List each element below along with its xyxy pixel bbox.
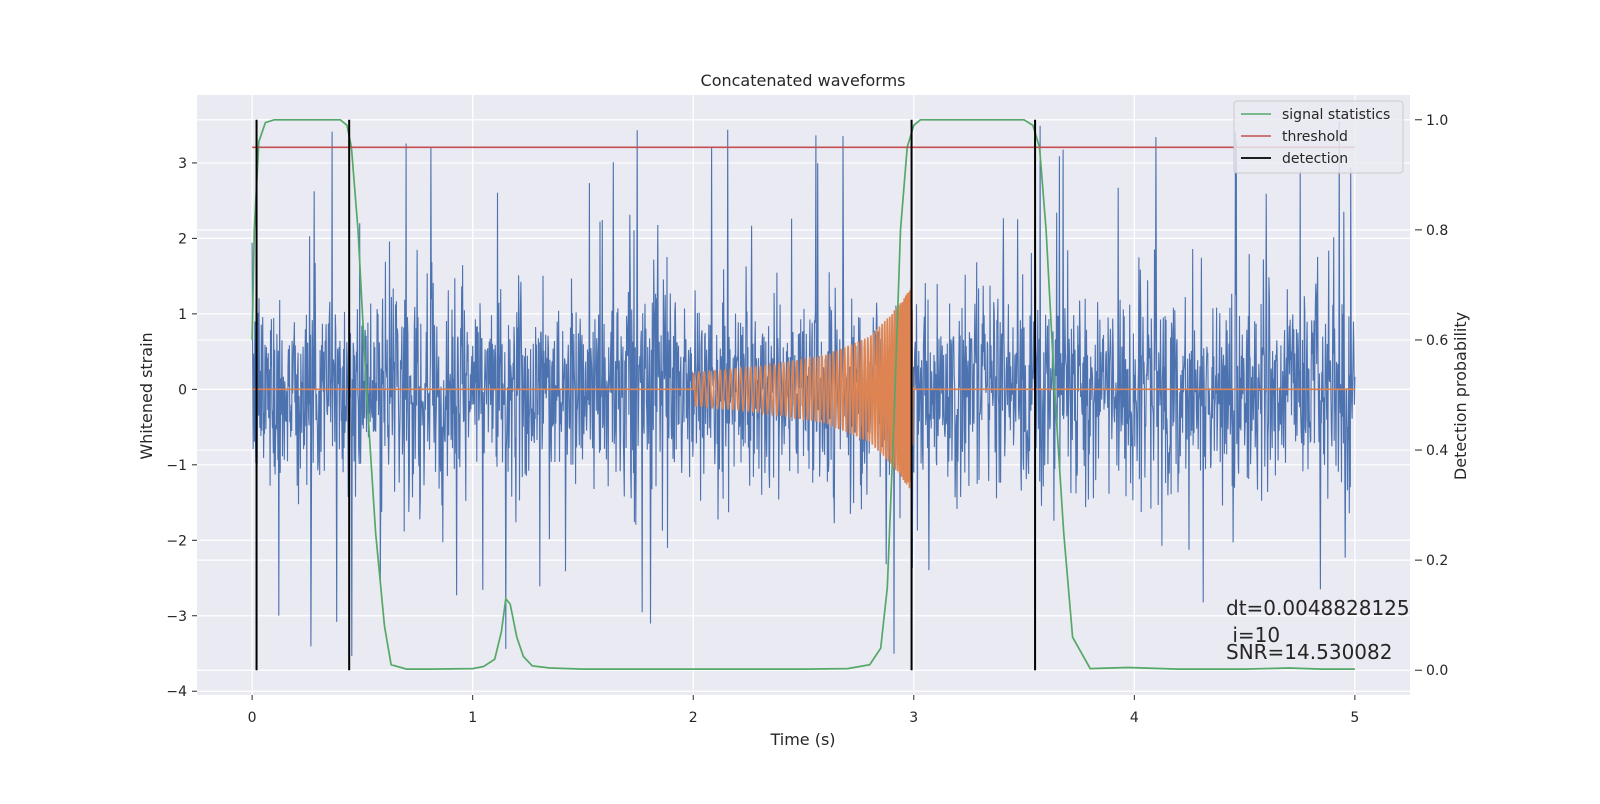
y-tick-label: 3 xyxy=(178,156,187,172)
x-axis-label: Time (s) xyxy=(769,730,835,749)
y2-tick-label: 0.2 xyxy=(1426,553,1448,569)
legend-label-signal-statistics: signal statistics xyxy=(1282,107,1390,123)
x-tick-label: 4 xyxy=(1130,710,1139,726)
y-tick-label: −2 xyxy=(166,533,187,549)
y-axis-label: Whitened strain xyxy=(137,332,156,459)
y-tick-label: 0 xyxy=(178,382,187,398)
series-layer xyxy=(251,118,1356,671)
x-tick-label: 3 xyxy=(909,710,918,726)
x-tick-label: 5 xyxy=(1350,710,1359,726)
tick-layer: 0 1 2 3 4 5 −4 −3 −2 −1 0 1 2 3 0.0 0.2 0.4 0.6 0.8 1.0 xyxy=(166,113,1448,726)
y-tick-label: −4 xyxy=(166,684,187,700)
x-tick-label: 2 xyxy=(689,710,698,726)
y2-tick-label: 0.8 xyxy=(1426,223,1448,239)
legend-label-threshold: threshold xyxy=(1282,129,1348,145)
y-tick-label: 2 xyxy=(178,231,187,247)
y-tick-label: 1 xyxy=(178,307,187,323)
strain-noise-line xyxy=(251,121,1356,656)
legend-box xyxy=(1233,100,1404,174)
legend-label-detection: detection xyxy=(1282,151,1348,167)
chart-title: Concatenated waveforms xyxy=(701,71,906,90)
annotation-snr: SNR=14.530082 xyxy=(1226,640,1392,664)
annotation-index: i=10 xyxy=(1226,623,1280,647)
x-tick-label: 1 xyxy=(468,710,477,726)
x-tick-label: 0 xyxy=(248,710,257,726)
y2-tick-label: 1.0 xyxy=(1426,113,1448,129)
y2-tick-label: 0.4 xyxy=(1426,443,1448,459)
y2-tick-label: 0.6 xyxy=(1426,333,1448,349)
y2-axis-label: Detection probability xyxy=(1451,312,1470,480)
annotation-dt: dt=0.0048828125 xyxy=(1226,596,1410,620)
legend: signal statistics threshold detection xyxy=(1233,100,1404,174)
chirp-waveform-line xyxy=(252,288,1355,490)
y2-tick-label: 0.0 xyxy=(1426,663,1448,679)
y-tick-label: −3 xyxy=(166,609,187,625)
y-tick-label: −1 xyxy=(166,458,187,474)
